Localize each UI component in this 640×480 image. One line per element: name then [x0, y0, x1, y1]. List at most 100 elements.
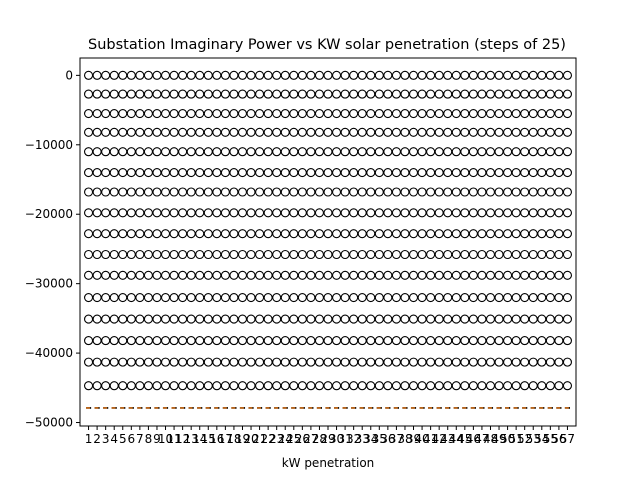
outlier-point	[537, 187, 547, 197]
outlier-point	[443, 127, 453, 137]
x-tick-label: 37	[389, 432, 404, 446]
x-tick-label: 51	[508, 432, 523, 446]
outlier-point	[152, 357, 162, 367]
outlier-point	[186, 168, 196, 178]
outlier-point	[186, 357, 196, 367]
outlier-point	[434, 270, 444, 280]
outlier-point	[220, 249, 230, 260]
outlier-point	[554, 292, 564, 303]
outlier-point	[203, 336, 213, 346]
outlier-point	[451, 208, 461, 218]
outlier-point	[152, 89, 162, 99]
outlier-point	[101, 89, 111, 99]
outlier-point	[349, 381, 359, 391]
outlier-point	[426, 314, 436, 324]
outlier-point	[408, 249, 419, 260]
outlier-point	[520, 70, 530, 80]
outlier-point	[494, 270, 504, 280]
outlier-point	[92, 292, 102, 303]
outlier-point	[220, 127, 230, 137]
outlier-point	[92, 336, 102, 346]
outlier-point	[562, 108, 572, 119]
outlier-point	[246, 187, 256, 197]
outlier-point	[297, 336, 307, 346]
x-tick-label: 18	[226, 432, 241, 446]
outlier-point	[280, 270, 290, 280]
outlier-point	[169, 147, 179, 157]
outlier-point	[528, 249, 538, 260]
outlier-point	[357, 187, 367, 197]
outlier-point	[101, 168, 111, 178]
outlier-point	[366, 208, 376, 218]
outlier-point	[374, 108, 384, 119]
outlier-point	[109, 70, 119, 80]
outlier-point	[357, 70, 367, 80]
outlier-point	[195, 229, 205, 239]
outlier-point	[451, 70, 461, 80]
x-tick-label: 56	[551, 432, 566, 446]
outlier-point	[289, 89, 299, 99]
outlier-point	[160, 147, 171, 157]
outlier-point	[340, 187, 350, 197]
outlier-point	[263, 187, 273, 197]
outlier-point	[186, 229, 196, 239]
outlier-point	[503, 292, 513, 303]
outlier-point	[220, 168, 230, 178]
outlier-point	[426, 168, 436, 178]
outlier-point	[237, 270, 248, 280]
outlier-point	[84, 147, 94, 157]
outlier-point	[263, 336, 273, 346]
outlier-point	[143, 336, 153, 346]
outlier-point	[349, 70, 359, 80]
outlier-point	[366, 168, 376, 178]
outlier-point	[255, 292, 265, 303]
outlier-point	[126, 270, 136, 280]
outlier-point	[160, 357, 171, 367]
outlier-point	[297, 270, 307, 280]
outlier-point	[212, 229, 222, 239]
outlier-point	[468, 292, 478, 303]
outlier-point	[537, 314, 547, 324]
outlier-point	[126, 314, 136, 324]
outlier-point	[434, 127, 444, 137]
outlier-point	[477, 270, 487, 280]
outlier-point	[126, 249, 136, 260]
outlier-point	[349, 249, 359, 260]
outlier-point	[554, 89, 564, 99]
outlier-point	[126, 229, 136, 239]
outlier-point	[537, 229, 547, 239]
outlier-point	[400, 249, 410, 260]
outlier-point	[426, 357, 436, 367]
outlier-point	[152, 127, 162, 137]
outlier-point	[84, 187, 94, 197]
outlier-point	[460, 208, 470, 218]
x-tick-label: 41	[423, 432, 438, 446]
outlier-point	[169, 127, 179, 137]
outlier-point	[408, 208, 419, 218]
outlier-point	[520, 336, 530, 346]
outlier-point	[391, 229, 401, 239]
outlier-point	[186, 381, 196, 391]
outlier-point	[417, 147, 427, 157]
outlier-point	[289, 249, 299, 260]
outlier-point	[92, 168, 102, 178]
x-tick-label: 20	[243, 432, 258, 446]
outlier-point	[374, 292, 384, 303]
outlier-point	[494, 127, 504, 137]
outlier-point	[332, 249, 342, 260]
x-tick-label: 6	[127, 432, 135, 446]
outlier-point	[101, 270, 111, 280]
x-tick-label: 17	[218, 432, 233, 446]
outlier-point	[237, 168, 248, 178]
outlier-point	[255, 89, 265, 99]
outlier-point	[408, 168, 419, 178]
outlier-point	[289, 336, 299, 346]
outlier-point	[272, 249, 282, 260]
outlier-point	[400, 127, 410, 137]
outlier-point	[246, 381, 256, 391]
outlier-point	[374, 229, 384, 239]
outlier-point	[357, 89, 367, 99]
outlier-point	[263, 292, 273, 303]
outlier-point	[391, 336, 401, 346]
outlier-point	[520, 314, 530, 324]
